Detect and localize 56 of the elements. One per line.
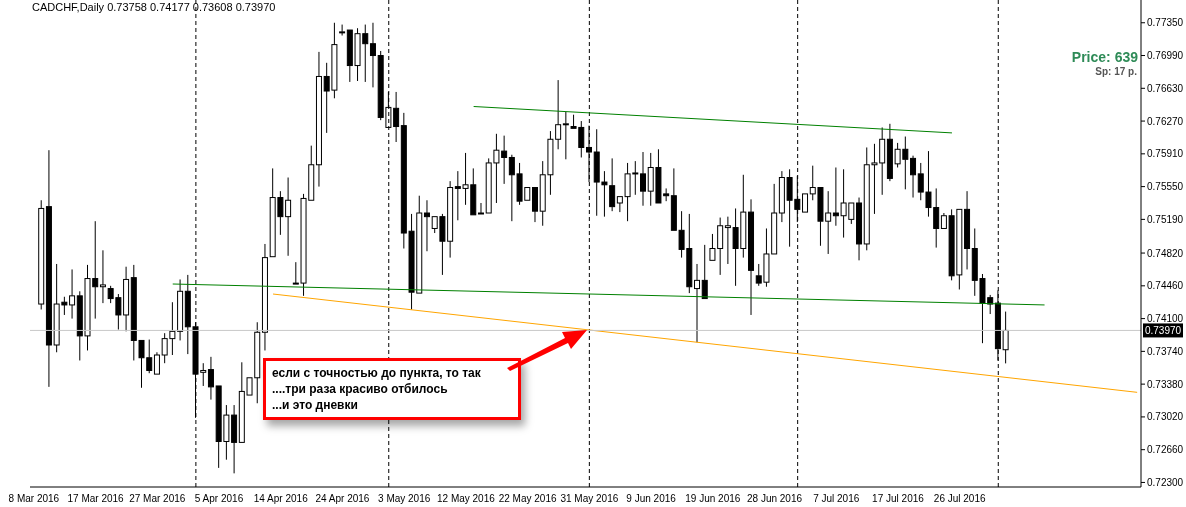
candlestick bbox=[964, 190, 971, 270]
y-tick-label: 0.75190 bbox=[1147, 213, 1184, 225]
x-tick-label: 3 May 2016 bbox=[378, 493, 431, 505]
y-tick-label: 0.74460 bbox=[1147, 280, 1184, 292]
x-tick-label: 19 Jun 2016 bbox=[685, 493, 741, 505]
candlestick bbox=[910, 155, 917, 199]
y-tick-label: 0.76630 bbox=[1147, 82, 1184, 94]
chart-title: CADCHF,Daily 0.73758 0.74177 0.73608 0.73970 bbox=[32, 1, 276, 13]
candlestick bbox=[261, 243, 268, 351]
y-tick-label: 0.72660 bbox=[1147, 444, 1184, 456]
annotation: Sp: 17 p. bbox=[1095, 66, 1137, 77]
y-tick-label: 0.73740 bbox=[1147, 345, 1184, 357]
candlestick bbox=[701, 244, 708, 300]
x-tick-label: 24 Apr 2016 bbox=[315, 493, 370, 505]
y-tick-label: 0.77350 bbox=[1147, 17, 1184, 29]
y-tick-label: 0.74820 bbox=[1147, 247, 1184, 259]
candlestick bbox=[423, 199, 430, 252]
x-tick-label: 17 Mar 2016 bbox=[67, 493, 125, 505]
candlestick bbox=[562, 111, 569, 160]
y-tick-label: 0.73380 bbox=[1147, 378, 1184, 390]
candlestick bbox=[99, 249, 106, 304]
annotation: Price: 639 bbox=[1071, 49, 1138, 65]
y-tick-label: 0.75910 bbox=[1147, 148, 1184, 160]
x-tick-label: 17 Jul 2016 bbox=[872, 493, 925, 505]
y-tick-label: 0.76270 bbox=[1147, 115, 1184, 127]
x-tick-label: 9 Jun 2016 bbox=[626, 493, 677, 505]
x-tick-label: 12 May 2016 bbox=[437, 493, 496, 505]
candlestick bbox=[38, 199, 45, 310]
candlestick bbox=[339, 24, 346, 36]
candlestick bbox=[477, 202, 484, 215]
candlestick bbox=[640, 151, 647, 207]
y-tick-label: 0.72300 bbox=[1147, 477, 1184, 488]
candlestick bbox=[207, 356, 214, 401]
candlestick bbox=[694, 263, 701, 343]
x-tick-label: 22 May 2016 bbox=[498, 493, 557, 505]
candlestick bbox=[369, 22, 376, 88]
candlestick bbox=[315, 51, 322, 188]
y-tick-label: 0.73020 bbox=[1147, 411, 1184, 423]
candlestick bbox=[748, 198, 755, 316]
candlestick bbox=[802, 193, 809, 213]
x-tick-label: 31 May 2016 bbox=[560, 493, 619, 505]
y-tick-label: 0.75550 bbox=[1147, 181, 1184, 193]
x-tick-label: 27 Mar 2016 bbox=[129, 493, 186, 505]
candlestick bbox=[856, 197, 863, 261]
ref-line-label: 0.73970 bbox=[1144, 325, 1182, 337]
x-tick-label: 28 Jun 2016 bbox=[746, 493, 803, 505]
text-box: если с точностью до пункта, то так ....три раза красиво отбилось ...и это дневки bbox=[263, 358, 521, 420]
x-tick-label: 14 Apr 2016 bbox=[253, 493, 309, 505]
candlestick bbox=[153, 351, 160, 375]
x-tick-label: 7 Jul 2016 bbox=[813, 493, 860, 505]
candlestick bbox=[609, 157, 616, 212]
y-tick-label: 0.76990 bbox=[1147, 50, 1184, 62]
x-tick-label: 5 Apr 2016 bbox=[194, 493, 244, 505]
x-tick-label: 8 Mar 2016 bbox=[8, 493, 60, 505]
y-tick-label: 0.74100 bbox=[1147, 313, 1184, 325]
x-tick-label: 26 Jul 2016 bbox=[933, 493, 986, 505]
